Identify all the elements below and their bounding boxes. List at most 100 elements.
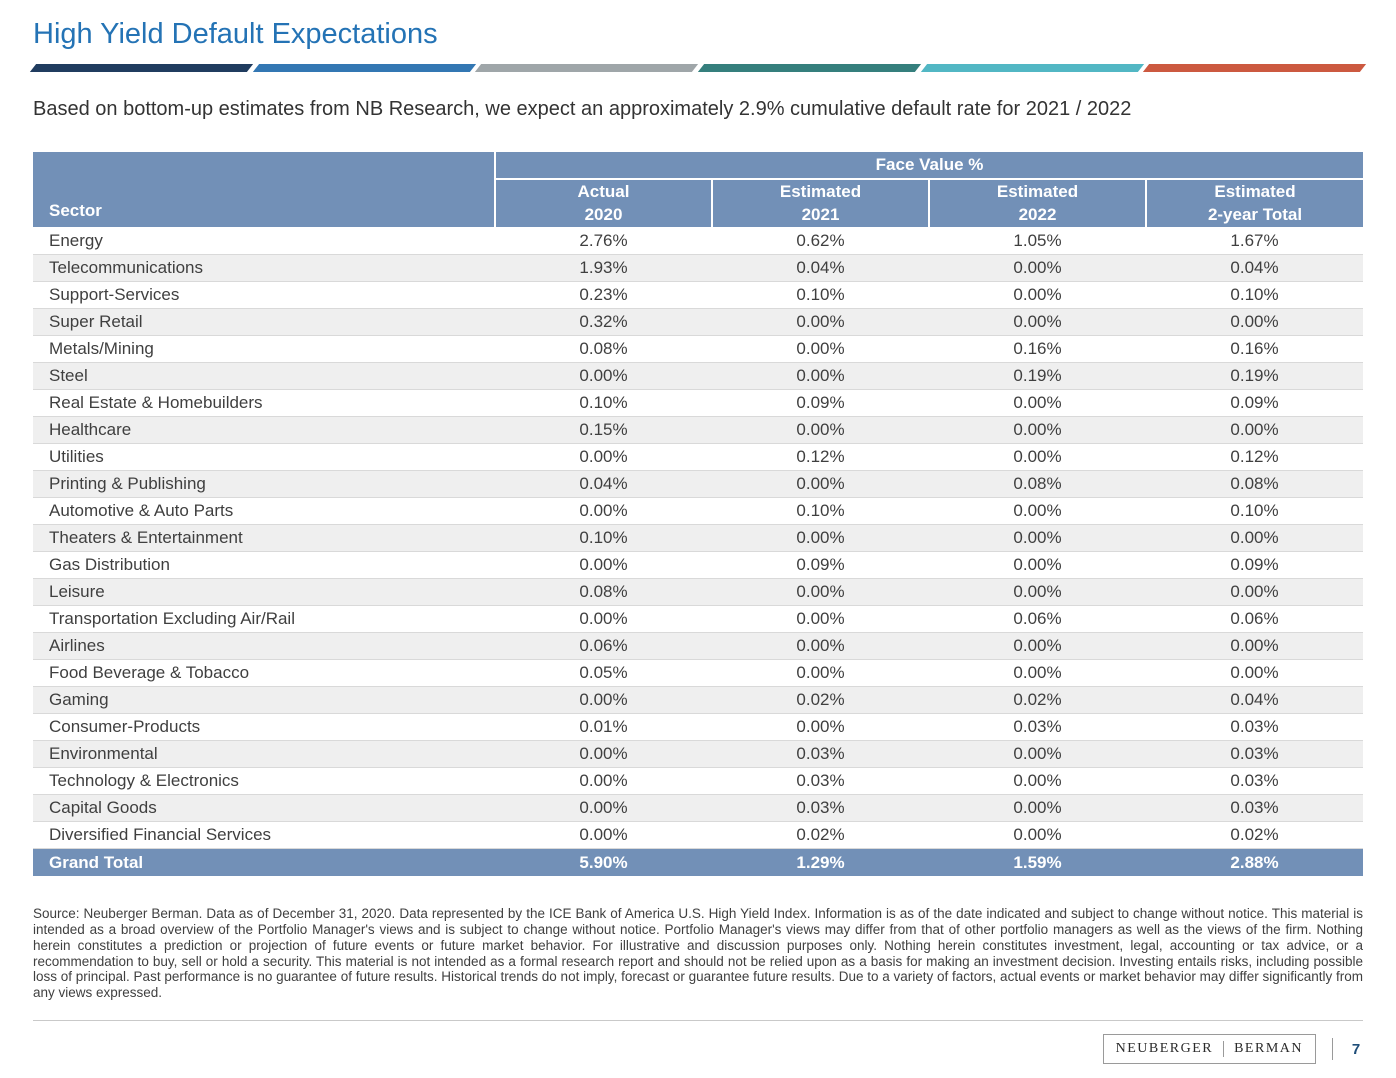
value-cell: 0.00% — [929, 767, 1146, 795]
table-row: Super Retail 0.32% 0.00% 0.00% 0.00% — [33, 308, 1364, 336]
value-cell: 0.00% — [1146, 416, 1364, 444]
column-header-estimated-2022: Estimated 2022 — [928, 179, 1146, 228]
grand-total-value: 2.88% — [1146, 848, 1364, 877]
table-row: Telecommunications 1.93% 0.04% 0.00% 0.04% — [33, 254, 1364, 282]
sector-cell: Transportation Excluding Air/Rail — [33, 605, 495, 633]
value-cell: 0.04% — [495, 470, 712, 498]
table-row: Airlines 0.06% 0.00% 0.00% 0.00% — [33, 632, 1364, 660]
source-disclaimer: Source: Neuberger Berman. Data as of Dec… — [33, 906, 1363, 1001]
value-cell: 1.67% — [1146, 227, 1364, 255]
sector-cell: Environmental — [33, 740, 495, 768]
value-cell: 0.00% — [712, 416, 929, 444]
value-cell: 0.00% — [712, 632, 929, 660]
value-cell: 2.76% — [495, 227, 712, 255]
table-row: Metals/Mining 0.08% 0.00% 0.16% 0.16% — [33, 335, 1364, 363]
sector-cell: Super Retail — [33, 308, 495, 336]
sector-cell: Gas Distribution — [33, 551, 495, 579]
group-header-row: Sector Face Value % — [33, 152, 1364, 228]
accent-bar-segment — [1143, 64, 1367, 73]
accent-bar-segment — [475, 64, 699, 73]
value-cell: 0.23% — [495, 281, 712, 309]
logo-text-neuberger: NEUBERGER — [1115, 1041, 1214, 1056]
column-header-line: Estimated — [1214, 181, 1296, 201]
neuberger-berman-logo: NEUBERGER BERMAN — [1102, 1034, 1316, 1064]
value-cell: 0.00% — [495, 497, 712, 525]
value-cell: 0.10% — [1146, 281, 1364, 309]
table-row: Capital Goods 0.00% 0.03% 0.00% 0.03% — [33, 794, 1364, 822]
column-header-actual-2020: Actual 2020 — [494, 179, 712, 228]
footer-right: NEUBERGER BERMAN 7 — [33, 1021, 1363, 1077]
value-cell: 0.00% — [929, 308, 1146, 336]
subtitle: Based on bottom-up estimates from NB Res… — [33, 98, 1132, 121]
value-cell: 0.12% — [1146, 443, 1364, 471]
face-value-group-header: Face Value % — [493, 152, 1364, 181]
sector-column-header: Sector — [33, 152, 495, 228]
table-row: Gas Distribution 0.00% 0.09% 0.00% 0.09% — [33, 551, 1364, 579]
value-cell: 0.05% — [495, 659, 712, 687]
value-cell: 0.00% — [1146, 632, 1364, 660]
value-cell: 0.02% — [1146, 821, 1364, 849]
value-cell: 0.00% — [495, 605, 712, 633]
value-cell: 0.00% — [495, 821, 712, 849]
value-cell: 0.00% — [495, 362, 712, 390]
value-cell: 0.00% — [495, 740, 712, 768]
table-row: Gaming 0.00% 0.02% 0.02% 0.04% — [33, 686, 1364, 714]
table-row: Technology & Electronics 0.00% 0.03% 0.00% 0… — [33, 767, 1364, 795]
accent-bar-segment — [697, 64, 921, 73]
value-cell: 1.05% — [929, 227, 1146, 255]
value-cell: 0.00% — [929, 443, 1146, 471]
column-header-estimated-2year-total: Estimated 2-year Total — [1144, 179, 1364, 228]
accent-bar-segment — [920, 64, 1144, 73]
table-row: Support-Services 0.23% 0.10% 0.00% 0.10% — [33, 281, 1364, 309]
value-cell: 0.15% — [495, 416, 712, 444]
table-body: Energy 2.76% 0.62% 1.05% 1.67% Telecommunicat… — [33, 227, 1364, 849]
footer-divider — [33, 1020, 1363, 1021]
value-cell: 0.03% — [1146, 767, 1364, 795]
value-cell: 0.03% — [1146, 740, 1364, 768]
sector-cell: Capital Goods — [33, 794, 495, 822]
value-cell: 0.00% — [929, 416, 1146, 444]
sector-cell: Technology & Electronics — [33, 767, 495, 795]
table-row: Transportation Excluding Air/Rail 0.00% 0.… — [33, 605, 1364, 633]
value-cell: 0.00% — [929, 821, 1146, 849]
sector-cell: Energy — [33, 227, 495, 255]
sector-cell: Gaming — [33, 686, 495, 714]
table-row: Real Estate & Homebuilders 0.10% 0.09% 0.00… — [33, 389, 1364, 417]
value-cell: 0.02% — [929, 686, 1146, 714]
value-cell: 0.00% — [929, 632, 1146, 660]
value-cell: 0.09% — [1146, 551, 1364, 579]
value-cell: 0.03% — [712, 767, 929, 795]
value-cell: 0.09% — [712, 389, 929, 417]
value-cell: 0.06% — [929, 605, 1146, 633]
value-cell: 0.19% — [929, 362, 1146, 390]
value-cell: 0.00% — [712, 659, 929, 687]
value-cell: 0.12% — [712, 443, 929, 471]
table-header: Sector Face Value % Actual 2020 Estimate… — [33, 152, 1364, 228]
sector-cell: Healthcare — [33, 416, 495, 444]
value-cell: 0.00% — [929, 497, 1146, 525]
value-cell: 0.02% — [712, 686, 929, 714]
logo-divider — [1223, 1041, 1225, 1057]
value-cell: 0.00% — [1146, 578, 1364, 606]
value-cell: 0.16% — [1146, 335, 1364, 363]
sector-cell: Support-Services — [33, 281, 495, 309]
grand-total-value: 1.29% — [712, 848, 929, 877]
column-header-line: 2021 — [801, 204, 840, 224]
sector-cell: Steel — [33, 362, 495, 390]
value-cell: 0.08% — [1146, 470, 1364, 498]
value-cell: 0.03% — [712, 740, 929, 768]
value-cell: 0.00% — [712, 524, 929, 552]
table-row: Automotive & Auto Parts 0.00% 0.10% 0.00% 0.… — [33, 497, 1364, 525]
value-cell: 0.02% — [712, 821, 929, 849]
value-cell: 0.00% — [495, 794, 712, 822]
table-row: Food Beverage & Tobacco 0.05% 0.00% 0.00% 0.… — [33, 659, 1364, 687]
value-cell: 0.00% — [712, 713, 929, 741]
value-cell: 0.00% — [929, 281, 1146, 309]
value-cell: 0.04% — [1146, 686, 1364, 714]
value-cell: 0.08% — [929, 470, 1146, 498]
table-row: Printing & Publishing 0.04% 0.00% 0.08% 0.08… — [33, 470, 1364, 498]
value-cell: 0.32% — [495, 308, 712, 336]
value-cell: 0.10% — [1146, 497, 1364, 525]
column-header-line: 2-year Total — [1207, 204, 1303, 224]
sector-cell: Leisure — [33, 578, 495, 606]
